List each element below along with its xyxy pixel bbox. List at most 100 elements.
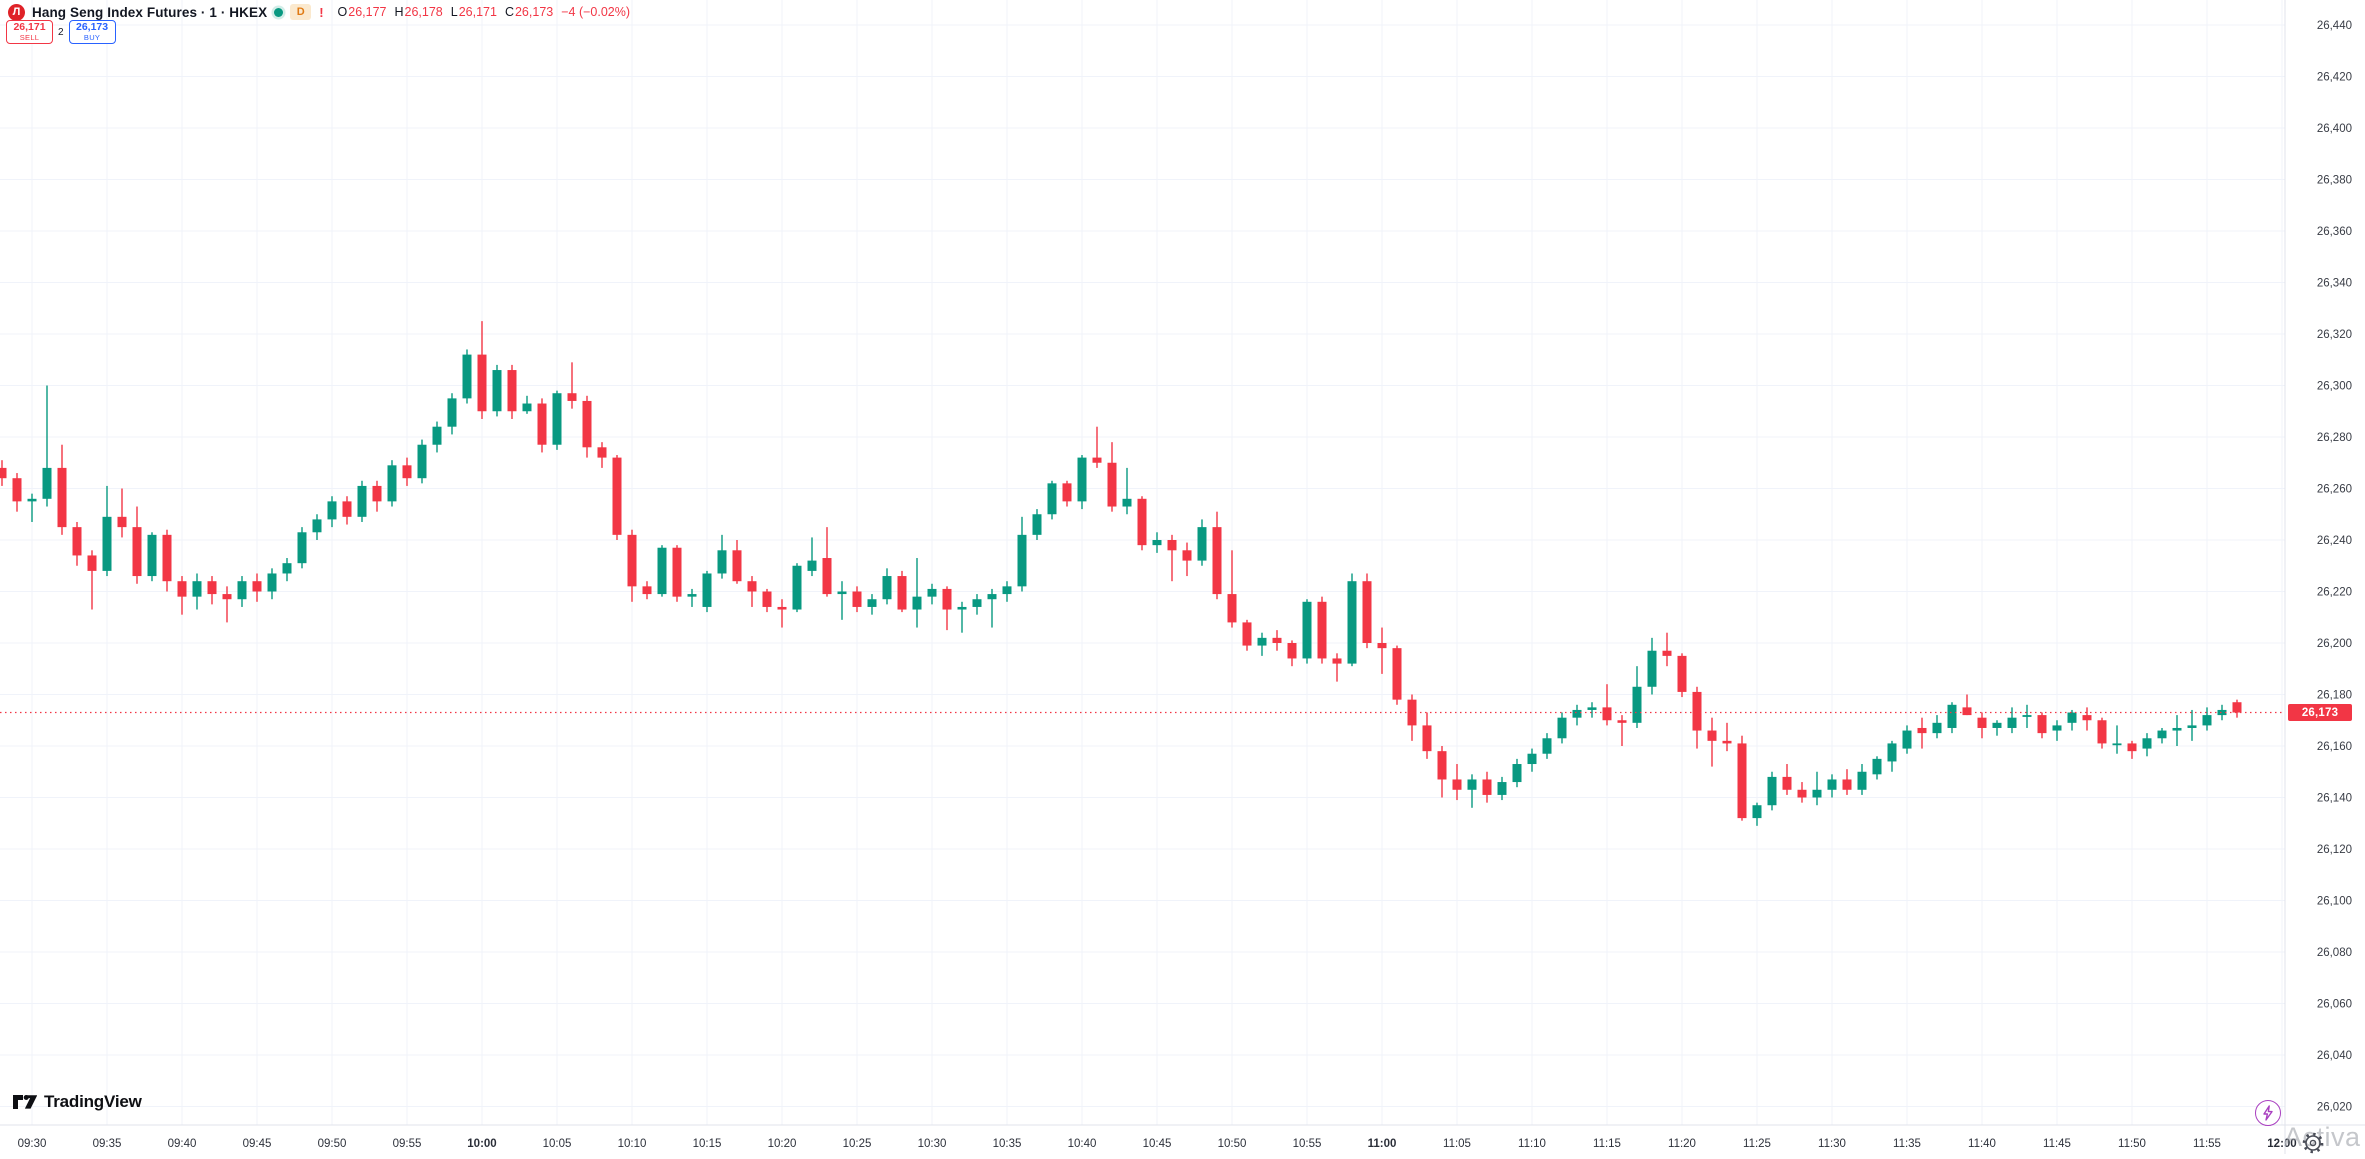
candle-body	[1437, 751, 1447, 780]
candle-body	[2232, 702, 2242, 713]
candle-body	[1737, 743, 1747, 819]
symbol-logo-icon[interactable]: Л	[8, 3, 25, 21]
candle-body	[582, 400, 592, 448]
lightning-icon	[2263, 1105, 2273, 1121]
candle-body	[432, 426, 442, 445]
candle-body	[0, 467, 7, 479]
candle-body	[1032, 514, 1042, 535]
time-tick-label: 09:30	[18, 1138, 47, 1150]
time-tick-label: 09:45	[243, 1138, 272, 1150]
candle-body	[1242, 622, 1252, 646]
candle-body	[537, 403, 547, 445]
candle-body	[192, 581, 202, 597]
price-tick-label: 26,200	[2317, 638, 2352, 650]
candle-body	[852, 591, 862, 607]
candle-body	[1962, 707, 1972, 716]
candle-body	[1557, 717, 1567, 739]
last-price-tag: 26,173	[2288, 704, 2352, 722]
candle-body	[1362, 581, 1372, 643]
time-tick-label: 11:10	[1518, 1138, 1546, 1150]
candle-body	[102, 516, 112, 571]
delayed-data-badge[interactable]: D	[290, 4, 312, 20]
time-tick-label: 10:20	[768, 1138, 797, 1150]
candle-body	[642, 586, 652, 595]
low-label: L	[450, 5, 458, 19]
time-tick-label: 09:40	[168, 1138, 197, 1150]
candle-body	[1542, 738, 1552, 754]
candle-body	[1227, 594, 1237, 623]
candle-body	[1602, 707, 1612, 721]
candle-body	[1647, 650, 1657, 687]
candle-body	[552, 393, 562, 445]
price-tick-label: 26,140	[2317, 793, 2352, 805]
candle-body	[1347, 581, 1357, 664]
tradingview-logo[interactable]: TradingView	[13, 1092, 142, 1112]
time-tick-label: 11:35	[1893, 1138, 1921, 1150]
price-tick-label: 26,340	[2317, 278, 2352, 290]
price-tick-label: 26,080	[2317, 947, 2352, 959]
candle-body	[1827, 779, 1837, 790]
market-open-dot-icon[interactable]	[274, 7, 284, 17]
candle-body	[2157, 730, 2167, 739]
candle-body	[1872, 758, 1882, 775]
time-tick-label: 10:00	[467, 1138, 496, 1150]
candle-body	[1527, 753, 1537, 765]
candle-body	[1797, 789, 1807, 798]
time-tick-label: 10:35	[993, 1138, 1022, 1150]
trade-buttons: 26,171 SELL 2 26,173 BUY	[6, 20, 116, 44]
candle-body	[507, 370, 517, 412]
symbol-title[interactable]: Hang Seng Index Futures · 1 · HKEX	[32, 4, 268, 20]
buy-button[interactable]: 26,173 BUY	[68, 20, 116, 44]
sell-label: SELL	[19, 33, 40, 43]
time-tick-label: 10:30	[918, 1138, 947, 1150]
candle-body	[687, 594, 697, 597]
candle-body	[1062, 483, 1072, 502]
price-tick-label: 26,180	[2317, 690, 2352, 702]
candle-body	[1857, 771, 1867, 790]
time-tick-label: 11:25	[1743, 1138, 1771, 1150]
price-tick-label: 26,280	[2317, 432, 2352, 444]
candle-body	[567, 393, 577, 401]
price-tick-label: 26,360	[2317, 226, 2352, 238]
time-tick-label: 10:55	[1293, 1138, 1322, 1150]
time-tick-label: 11:15	[1593, 1138, 1621, 1150]
candle-body	[882, 576, 892, 600]
time-tick-label: 10:05	[543, 1138, 572, 1150]
sell-price: 26,171	[13, 21, 46, 34]
alert-exclamation-icon[interactable]: !	[319, 4, 324, 20]
candle-body	[957, 606, 967, 610]
candle-body	[522, 403, 532, 412]
boost-button[interactable]	[2255, 1100, 2281, 1126]
sell-button[interactable]: 26,171 SELL	[6, 20, 53, 44]
candle-body	[1497, 782, 1507, 795]
candle-body	[1152, 540, 1162, 546]
time-tick-label: 09:50	[318, 1138, 347, 1150]
candle-body	[1182, 550, 1192, 561]
candle-body	[1842, 779, 1852, 790]
low-value: 26,171	[458, 5, 497, 19]
candle-body	[1752, 805, 1762, 819]
candle-body	[477, 354, 487, 412]
price-tick-label: 26,100	[2317, 896, 2352, 908]
candle-body	[1587, 707, 1597, 710]
candle-body	[2007, 717, 2017, 728]
price-tick-label: 26,020	[2317, 1102, 2352, 1114]
time-tick-label: 11:50	[2118, 1138, 2146, 1150]
time-tick-label: 10:10	[618, 1138, 647, 1150]
candle-body	[2112, 743, 2122, 746]
time-tick-label: 11:45	[2043, 1138, 2071, 1150]
gear-icon[interactable]	[2302, 1132, 2324, 1159]
candle-body	[57, 467, 67, 528]
candle-body	[1332, 658, 1342, 664]
time-tick-label: 11:40	[1968, 1138, 1996, 1150]
open-value: 26,177	[348, 5, 387, 19]
candle-body	[1782, 776, 1792, 790]
price-tick-label: 26,240	[2317, 535, 2352, 547]
price-tick-label: 26,300	[2317, 381, 2352, 393]
candle-body	[612, 457, 622, 535]
candle-body	[942, 588, 952, 610]
candle-body	[762, 591, 772, 607]
candle-body	[132, 527, 142, 577]
